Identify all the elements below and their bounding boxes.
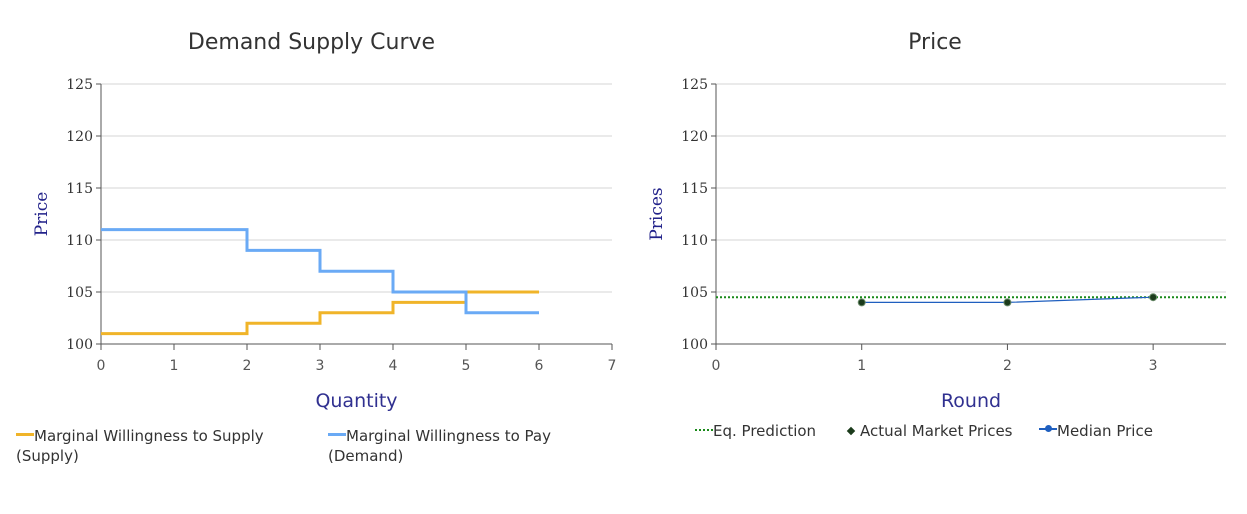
x-tick-label: 1 bbox=[170, 358, 179, 374]
y-tick-label: 120 bbox=[66, 129, 93, 145]
y-tick-label: 115 bbox=[681, 181, 708, 197]
chart-title: Price bbox=[908, 30, 962, 55]
chart-title: Demand Supply Curve bbox=[187, 30, 436, 55]
data-point-marker bbox=[1003, 298, 1012, 307]
legend-item-eq-prediction[interactable]: Eq. Prediction bbox=[695, 421, 816, 441]
legend-label: Marginal Willingness to Supply (Supply) bbox=[16, 427, 264, 465]
y-tick-label: 110 bbox=[66, 233, 93, 249]
price-chart-panel: Price 100 105 110 115 120 125 0 1 2 3 Round Prices … bbox=[623, 0, 1247, 514]
legend-swatch-actual-prices bbox=[846, 426, 856, 436]
y-tick-label: 100 bbox=[681, 337, 708, 353]
legend-swatch-median-price bbox=[1039, 424, 1057, 432]
x-tick-label: 2 bbox=[1003, 358, 1012, 374]
y-tick-label: 125 bbox=[681, 77, 708, 93]
x-axis-title: Round bbox=[941, 390, 1001, 412]
x-tick-label: 3 bbox=[1149, 358, 1158, 374]
legend-item-median-price[interactable]: Median Price bbox=[1039, 421, 1153, 441]
legend-swatch-supply bbox=[16, 433, 34, 436]
x-tick-label: 2 bbox=[243, 358, 252, 374]
x-tick-label: 5 bbox=[462, 358, 471, 374]
y-tick-label: 125 bbox=[66, 77, 93, 93]
legend-label: Marginal Willingness to Pay (Demand) bbox=[328, 427, 551, 465]
x-tick-label: 0 bbox=[97, 358, 106, 374]
y-axis-title: Prices bbox=[647, 187, 667, 240]
data-point-marker bbox=[857, 298, 866, 307]
x-tick-label: 1 bbox=[857, 358, 866, 374]
y-tick-label: 100 bbox=[66, 337, 93, 353]
legend-label: Eq. Prediction bbox=[713, 422, 817, 440]
y-tick-label: 110 bbox=[681, 233, 708, 249]
x-tick-label: 6 bbox=[535, 358, 544, 374]
x-tick-label: 7 bbox=[608, 358, 617, 374]
x-tick-label: 3 bbox=[316, 358, 325, 374]
legend-swatch-demand bbox=[328, 433, 346, 436]
legend-item-actual-prices[interactable]: Actual Market Prices bbox=[845, 421, 1013, 441]
price-chart: 100 105 110 115 120 125 0 1 2 3 Round Prices bbox=[647, 77, 1226, 412]
legend-label: Actual Market Prices bbox=[860, 422, 1013, 440]
y-tick-label: 105 bbox=[681, 285, 708, 301]
legend-swatch-eq-prediction bbox=[695, 428, 713, 431]
x-tick-label: 4 bbox=[389, 358, 398, 374]
x-tick-label: 0 bbox=[712, 358, 721, 374]
legend-item-demand[interactable]: Marginal Willingness to Pay (Demand) bbox=[328, 426, 598, 466]
y-tick-label: 115 bbox=[66, 181, 93, 197]
demand-supply-chart: 100 105 110 115 120 125 0 1 2 3 4 5 6 7 Quantity Price bbox=[32, 77, 617, 412]
y-tick-label: 120 bbox=[681, 129, 708, 145]
legend-label: Median Price bbox=[1057, 422, 1153, 440]
data-point-marker bbox=[1149, 293, 1158, 302]
y-tick-label: 105 bbox=[66, 285, 93, 301]
series-1-step-line bbox=[101, 228, 539, 315]
y-axis-title: Price bbox=[32, 192, 52, 237]
legend-item-supply[interactable]: Marginal Willingness to Supply (Supply) bbox=[16, 426, 306, 466]
demand-supply-chart-panel: Demand Supply Curve 100 105 110 115 120 125 0 1… bbox=[0, 0, 623, 514]
x-axis-title: Quantity bbox=[315, 390, 397, 412]
